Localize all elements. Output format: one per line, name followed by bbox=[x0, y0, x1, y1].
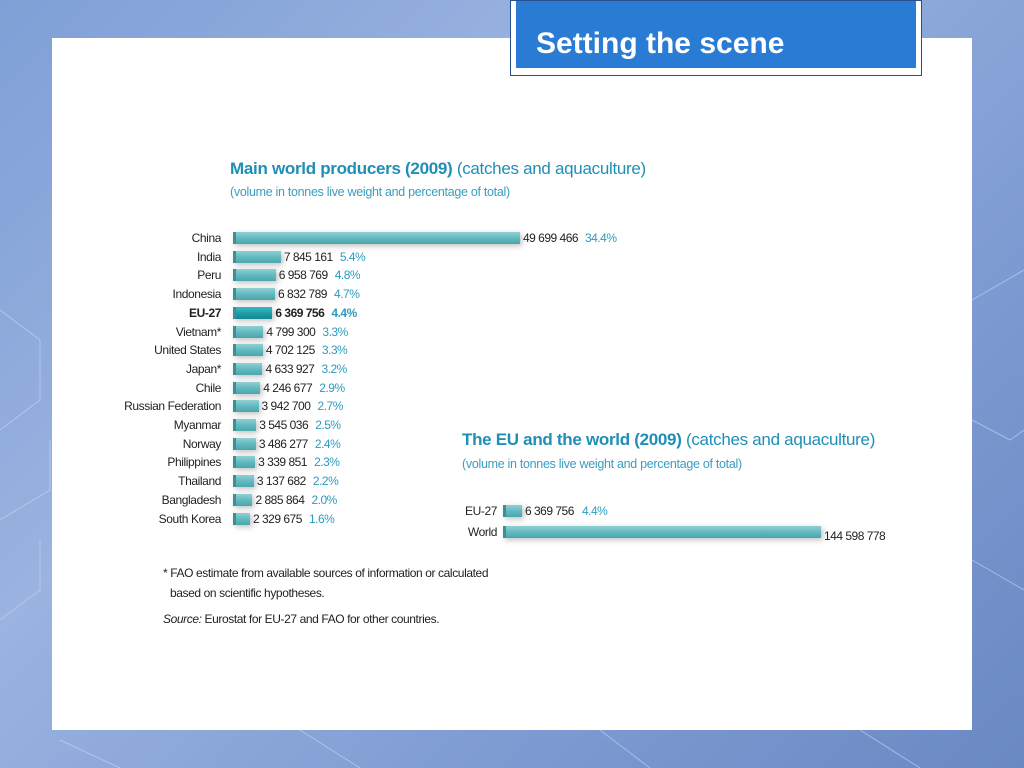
chart1-bar bbox=[233, 493, 253, 506]
chart1-value-label: 3 486 277 bbox=[258, 436, 308, 451]
chart1-bar bbox=[233, 250, 281, 263]
chart1-title-block: Main world producers (2009) (catches and… bbox=[230, 159, 646, 179]
chart1-category-label: Myanmar bbox=[173, 418, 222, 432]
chart1-category-label: Vietnam* bbox=[175, 324, 222, 339]
chart2-title-suffix: (catches and aquaculture) bbox=[686, 430, 876, 449]
source-text: Eurostat for EU-27 and FAO for other cou… bbox=[201, 612, 440, 626]
source-note: Source: Eurostat for EU-27 and FAO for o… bbox=[163, 612, 440, 626]
chart1-bar bbox=[233, 288, 276, 301]
chart1-percent-label: 2.2% bbox=[312, 474, 339, 489]
chart1-percent-label: 34.4% bbox=[585, 231, 617, 245]
chart1-title-suffix: (catches and aquaculture) bbox=[456, 159, 646, 178]
chart1-percent-label: 3.3% bbox=[321, 343, 348, 358]
chart1-category-label: Japan* bbox=[186, 361, 221, 376]
chart1-percent-label: 4.4% bbox=[331, 305, 357, 320]
chart1-value-label: 2 329 675 bbox=[253, 511, 302, 526]
chart1-category-label: Chile bbox=[195, 380, 222, 395]
chart1-title: Main world producers (2009) bbox=[230, 159, 453, 178]
source-label: Source: bbox=[163, 612, 202, 626]
chart1-value-label: 3 137 682 bbox=[256, 474, 306, 489]
chart2-value-label: 144 598 778 bbox=[824, 529, 886, 543]
chart1-value-label: 2 885 864 bbox=[255, 492, 305, 507]
slide-title-background: Setting the scene bbox=[516, 1, 916, 68]
chart1-percent-label: 2.5% bbox=[315, 418, 341, 432]
chart1-value-label: 3 339 851 bbox=[258, 455, 307, 470]
chart1-bar bbox=[233, 419, 257, 431]
chart1-category-label: EU-27 bbox=[188, 305, 221, 320]
chart1-value-label: 6 832 789 bbox=[278, 287, 327, 302]
chart1-category-label: China bbox=[191, 231, 222, 245]
chart1-category-label: Indonesia bbox=[172, 287, 222, 302]
chart2-category-label: EU-27 bbox=[464, 504, 497, 518]
chart1-bar bbox=[233, 475, 254, 488]
chart1-percent-label: 1.6% bbox=[309, 511, 335, 526]
chart1-value-label: 4 246 677 bbox=[263, 380, 313, 395]
chart1-category-label: South Korea bbox=[158, 511, 222, 526]
chart2-percent-label: 4.4% bbox=[582, 504, 608, 518]
chart1-bar bbox=[233, 456, 256, 469]
chart1-percent-label: 2.7% bbox=[317, 399, 344, 414]
chart1-value-label: 4 702 125 bbox=[265, 343, 315, 358]
chart1-category-label: Norway bbox=[182, 436, 222, 451]
chart1-category-label: Peru bbox=[197, 268, 221, 283]
chart1-percent-label: 2.0% bbox=[311, 492, 337, 507]
chart1-value-label: 6 369 756 bbox=[275, 305, 325, 320]
chart1-percent-label: 4.7% bbox=[334, 287, 360, 302]
chart1-value-label: 49 699 466 bbox=[523, 231, 579, 245]
chart1-bar bbox=[233, 232, 520, 244]
chart1-bar bbox=[233, 306, 273, 319]
chart2-category-label: World bbox=[467, 525, 498, 539]
chart1-percent-label: 2.3% bbox=[314, 455, 340, 470]
chart2-subtitle: (volume in tonnes live weight and percen… bbox=[462, 457, 742, 471]
chart2-title-block: The EU and the world (2009) (catches and… bbox=[462, 430, 875, 450]
chart1-bar bbox=[233, 437, 256, 450]
chart2-bar bbox=[503, 526, 821, 538]
chart1-bar bbox=[233, 325, 264, 338]
slide-title: Setting the scene bbox=[536, 27, 785, 60]
chart1-value-label: 4 799 300 bbox=[266, 324, 316, 339]
chart1-category-label: Philippines bbox=[167, 455, 221, 470]
footnote-line1: * FAO estimate from available sources of… bbox=[163, 566, 489, 580]
chart1-bar bbox=[233, 269, 276, 282]
chart1-category-label: Thailand bbox=[178, 474, 221, 489]
chart1-bar bbox=[233, 400, 259, 413]
chart1-percent-label: 2.4% bbox=[314, 436, 341, 451]
slide-canvas bbox=[52, 38, 972, 730]
chart1-category-label: Bangladesh bbox=[161, 492, 222, 507]
chart1-percent-label: 3.2% bbox=[321, 361, 347, 376]
chart1-value-label: 6 958 769 bbox=[278, 268, 328, 283]
chart1-value-label: 3 942 700 bbox=[261, 399, 311, 414]
chart1-value-label: 7 845 161 bbox=[283, 249, 333, 264]
chart1-bar bbox=[233, 362, 263, 375]
chart1-percent-label: 5.4% bbox=[339, 249, 366, 264]
chart1-value-label: 4 633 927 bbox=[265, 361, 315, 376]
chart1-category-label: India bbox=[196, 249, 221, 264]
chart1-category-label: United States bbox=[154, 343, 221, 358]
chart1-subtitle: (volume in tonnes live weight and percen… bbox=[230, 185, 510, 199]
chart1-bar bbox=[233, 381, 261, 394]
chart1-bar bbox=[233, 512, 250, 525]
chart2-bar bbox=[503, 505, 522, 517]
chart1-percent-label: 4.8% bbox=[334, 268, 361, 283]
footnote-line2: based on scientific hypotheses. bbox=[170, 586, 325, 600]
chart1-percent-label: 3.3% bbox=[322, 324, 348, 339]
chart1-percent-label: 2.9% bbox=[319, 380, 345, 395]
slide-title-box: Setting the scene bbox=[510, 0, 922, 76]
chart1-bar bbox=[233, 344, 263, 357]
chart2-value-label: 6 369 756 bbox=[525, 504, 574, 518]
chart1-value-label: 3 545 036 bbox=[259, 418, 309, 432]
chart2-title: The EU and the world (2009) bbox=[462, 430, 682, 449]
chart1-category-label: Russian Federation bbox=[124, 399, 221, 414]
